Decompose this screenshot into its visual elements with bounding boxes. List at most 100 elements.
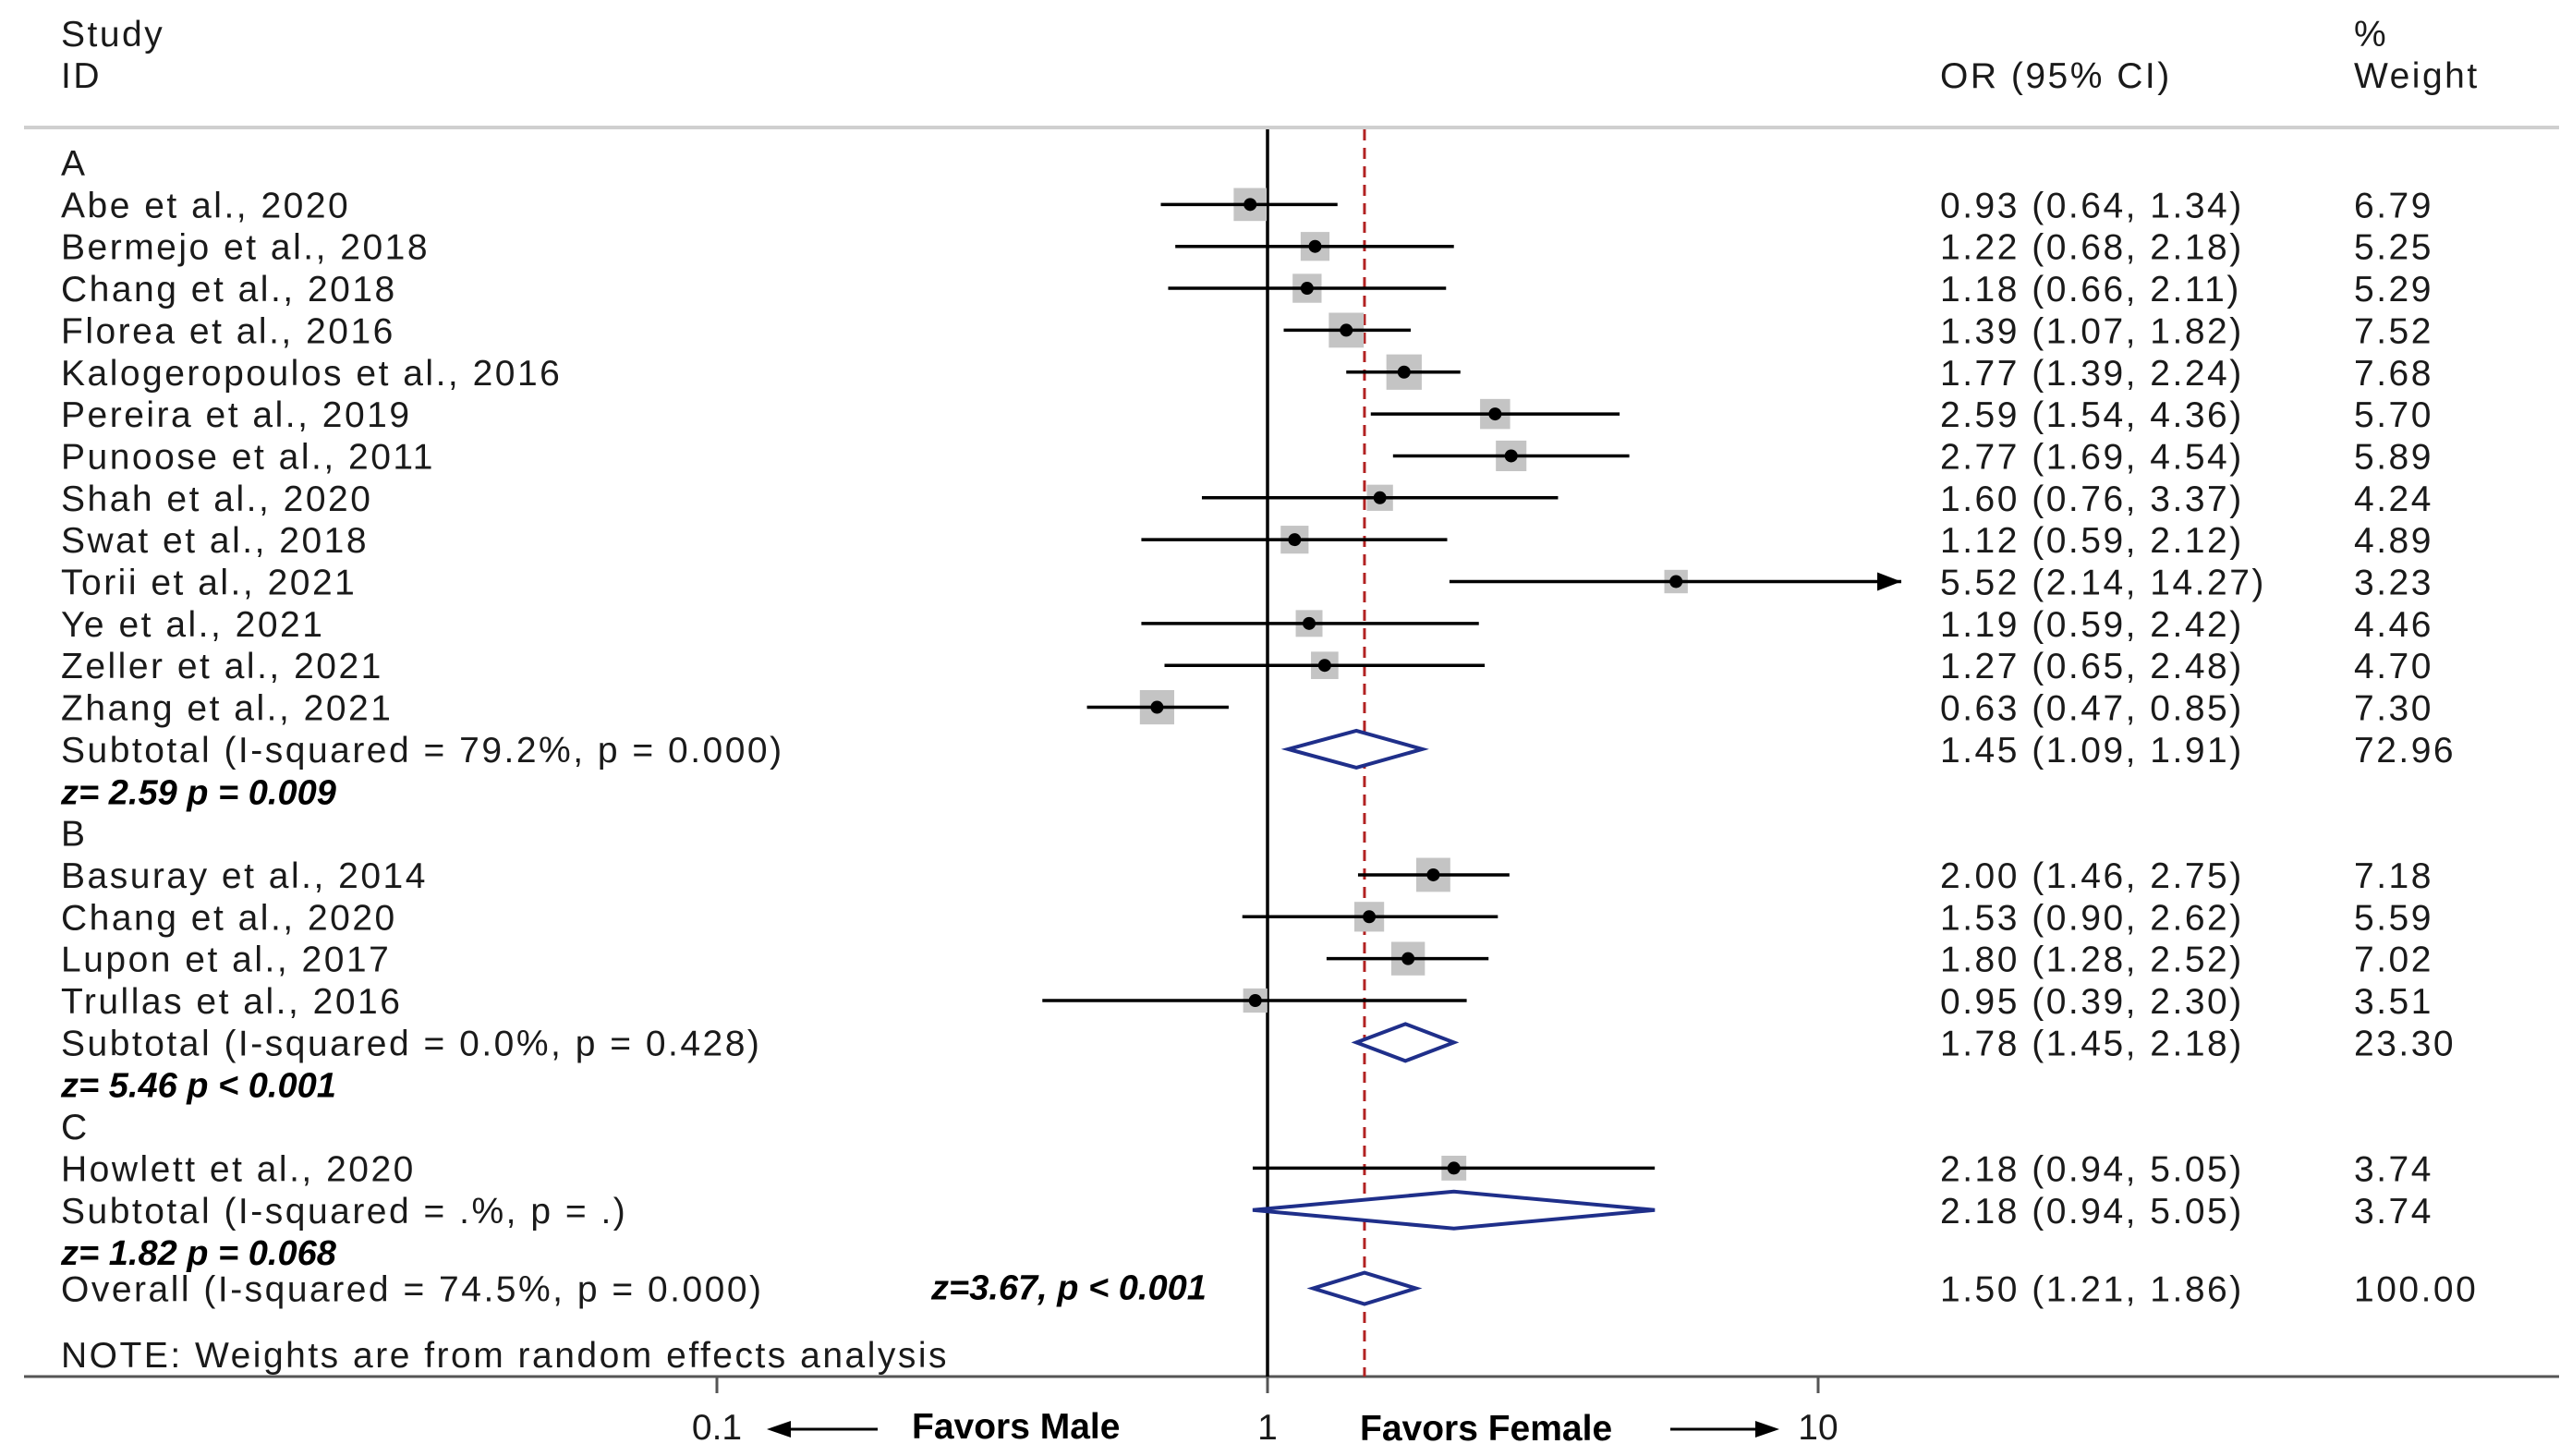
subtotal-weight: 3.74 bbox=[2354, 1192, 2433, 1232]
point-estimate bbox=[1340, 323, 1353, 337]
study-weight: 5.29 bbox=[2354, 270, 2433, 309]
arrow-left-icon bbox=[767, 1421, 791, 1438]
x-tick-label: 10 bbox=[1798, 1408, 1838, 1448]
study-name: Torii et al., 2021 bbox=[61, 564, 357, 603]
study-ci: 2.59 (1.54, 4.36) bbox=[1940, 395, 2244, 435]
point-estimate bbox=[1373, 491, 1387, 504]
subgroup-test: z= 5.46 p < 0.001 bbox=[60, 1067, 336, 1106]
study-weight: 4.46 bbox=[2354, 605, 2433, 645]
study-weight: 7.52 bbox=[2354, 311, 2433, 351]
header-percent: % bbox=[2354, 15, 2388, 55]
subtotal-weight: 23.30 bbox=[2354, 1024, 2456, 1063]
study-name: Lupon et al., 2017 bbox=[61, 940, 391, 980]
point-estimate bbox=[1300, 282, 1314, 296]
point-estimate bbox=[1669, 575, 1683, 588]
overall-ci: 1.50 (1.21, 1.86) bbox=[1940, 1270, 2244, 1310]
study-ci: 1.19 (0.59, 2.42) bbox=[1940, 605, 2244, 645]
overall-test: z=3.67, p < 0.001 bbox=[930, 1269, 1207, 1308]
overall-label: Overall (I-squared = 74.5%, p = 0.000) bbox=[61, 1270, 764, 1310]
study-name: Zhang et al., 2021 bbox=[61, 689, 393, 729]
study-weight: 4.89 bbox=[2354, 521, 2433, 561]
plot-marks bbox=[1042, 188, 1901, 1306]
study-weight: 5.89 bbox=[2354, 437, 2433, 477]
study-weight: 7.02 bbox=[2354, 940, 2433, 980]
x-axis: 0.1 1 10 Favors Male Favors Female bbox=[692, 1377, 1838, 1449]
study-name: Ye et al., 2021 bbox=[61, 605, 324, 645]
subtotal-ci: 1.45 (1.09, 1.91) bbox=[1940, 731, 2244, 770]
group-label: C bbox=[61, 1108, 90, 1147]
overall-weight: 100.00 bbox=[2354, 1270, 2478, 1310]
study-name: Abe et al., 2020 bbox=[61, 186, 350, 225]
study-weight: 5.70 bbox=[2354, 395, 2433, 435]
study-weight: 5.59 bbox=[2354, 898, 2433, 938]
study-name: Zeller et al., 2021 bbox=[61, 647, 383, 686]
point-estimate bbox=[1401, 952, 1415, 965]
point-estimate bbox=[1317, 659, 1331, 673]
study-name: Florea et al., 2016 bbox=[61, 311, 395, 351]
point-estimate bbox=[1308, 239, 1322, 253]
study-ci: 1.18 (0.66, 2.11) bbox=[1940, 270, 2241, 309]
arrow-right-icon bbox=[1755, 1421, 1779, 1438]
study-weight: 5.25 bbox=[2354, 228, 2433, 268]
study-ci: 1.77 (1.39, 2.24) bbox=[1940, 354, 2244, 394]
header-id: ID bbox=[61, 56, 102, 96]
study-ci: 0.63 (0.47, 0.85) bbox=[1940, 689, 2244, 729]
study-ci: 0.93 (0.64, 1.34) bbox=[1940, 186, 2244, 225]
point-estimate bbox=[1248, 994, 1262, 1007]
study-name: Kalogeropoulos et al., 2016 bbox=[61, 354, 562, 394]
study-ci: 1.80 (1.28, 2.52) bbox=[1940, 940, 2244, 980]
study-name: Shah et al., 2020 bbox=[61, 479, 372, 519]
favors-male-label: Favors Male bbox=[912, 1407, 1120, 1447]
study-weight: 7.30 bbox=[2354, 689, 2433, 729]
study-name: Chang et al., 2018 bbox=[61, 270, 397, 309]
table-header: Study ID OR (95% CI) % Weight bbox=[61, 15, 2480, 96]
study-ci: 1.22 (0.68, 2.18) bbox=[1940, 228, 2244, 268]
study-name: Bermejo et al., 2018 bbox=[61, 228, 430, 268]
study-name: Basuray et al., 2014 bbox=[61, 856, 428, 896]
pooled-diamond bbox=[1306, 1270, 1423, 1306]
subtotal-ci: 1.78 (1.45, 2.18) bbox=[1940, 1024, 2244, 1063]
study-ci: 2.18 (0.94, 5.05) bbox=[1940, 1149, 2244, 1189]
subgroup-test: z= 2.59 p = 0.009 bbox=[60, 773, 336, 812]
pooled-diamond bbox=[1252, 1189, 1656, 1231]
header-weight: Weight bbox=[2354, 56, 2480, 96]
subtotal-weight: 72.96 bbox=[2354, 731, 2456, 770]
point-estimate bbox=[1397, 365, 1411, 379]
point-estimate bbox=[1488, 407, 1502, 421]
study-ci: 0.95 (0.39, 2.30) bbox=[1940, 982, 2244, 1022]
point-estimate bbox=[1504, 449, 1518, 463]
point-estimate bbox=[1447, 1161, 1461, 1175]
ci-arrow-icon bbox=[1877, 572, 1901, 591]
header-study: Study bbox=[61, 15, 164, 55]
study-name: Chang et al., 2020 bbox=[61, 898, 397, 938]
subtotal-label: Subtotal (I-squared = .%, p = .) bbox=[61, 1192, 627, 1232]
study-weight: 6.79 bbox=[2354, 186, 2433, 225]
x-tick-label: 0.1 bbox=[692, 1408, 742, 1448]
study-name: Punoose et al., 2011 bbox=[61, 437, 435, 477]
subtotal-label: Subtotal (I-squared = 0.0%, p = 0.428) bbox=[61, 1024, 761, 1063]
study-name: Swat et al., 2018 bbox=[61, 521, 369, 561]
study-ci: 1.39 (1.07, 1.82) bbox=[1940, 311, 2244, 351]
study-name: Howlett et al., 2020 bbox=[61, 1149, 416, 1189]
study-ci: 2.77 (1.69, 4.54) bbox=[1940, 437, 2244, 477]
subgroup-test: z= 1.82 p = 0.068 bbox=[60, 1234, 337, 1273]
study-weight: 3.23 bbox=[2354, 564, 2433, 603]
header-or: OR (95% CI) bbox=[1940, 56, 2172, 96]
study-ci: 2.00 (1.46, 2.75) bbox=[1940, 856, 2244, 896]
point-estimate bbox=[1244, 198, 1257, 212]
point-estimate bbox=[1150, 700, 1164, 714]
favors-female-label: Favors Female bbox=[1360, 1409, 1612, 1449]
study-weight: 4.70 bbox=[2354, 647, 2433, 686]
study-ci: 1.12 (0.59, 2.12) bbox=[1940, 521, 2244, 561]
pooled-diamond bbox=[1280, 728, 1429, 770]
group-label: A bbox=[61, 144, 88, 184]
study-name: Trullas et al., 2016 bbox=[61, 982, 402, 1022]
pooled-diamond bbox=[1351, 1022, 1460, 1063]
study-weight: 3.74 bbox=[2354, 1149, 2433, 1189]
study-weight: 3.51 bbox=[2354, 982, 2433, 1022]
subtotal-ci: 2.18 (0.94, 5.05) bbox=[1940, 1192, 2244, 1232]
study-ci: 1.53 (0.90, 2.62) bbox=[1940, 898, 2244, 938]
point-estimate bbox=[1303, 616, 1316, 630]
study-name: Pereira et al., 2019 bbox=[61, 395, 412, 435]
